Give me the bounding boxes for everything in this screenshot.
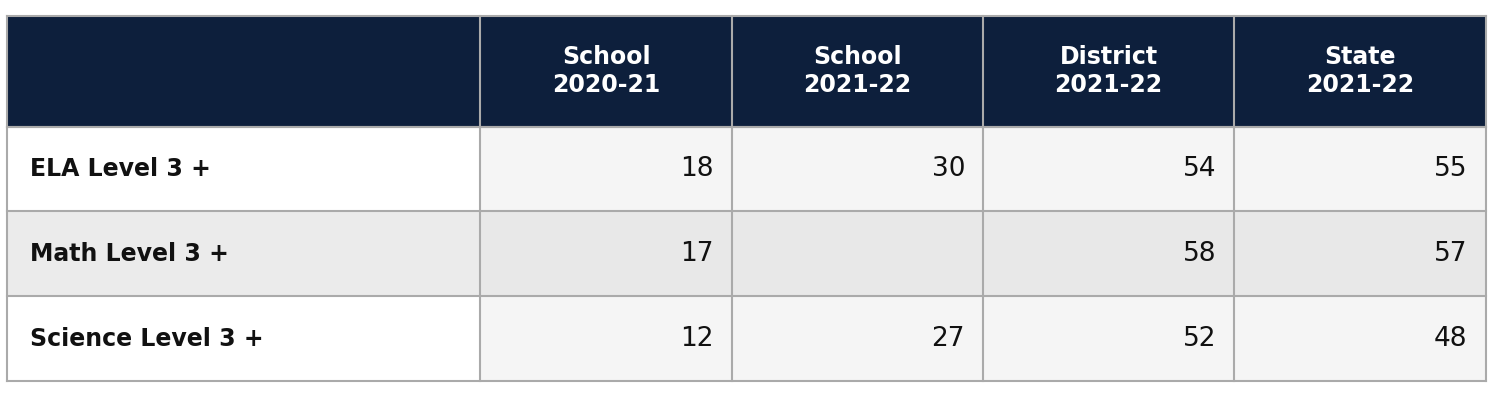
Text: 58: 58 <box>1182 241 1217 267</box>
Bar <box>982 212 1235 296</box>
Text: 57: 57 <box>1435 241 1468 267</box>
Bar <box>7 212 481 296</box>
Bar <box>982 16 1235 127</box>
Bar <box>732 296 982 381</box>
Bar <box>732 16 982 127</box>
Bar <box>982 296 1235 381</box>
Bar <box>732 127 982 212</box>
Text: 48: 48 <box>1435 326 1468 352</box>
Text: 55: 55 <box>1435 156 1468 182</box>
Text: 27: 27 <box>932 326 964 352</box>
Text: ELA Level 3 +: ELA Level 3 + <box>30 157 211 181</box>
Text: State: State <box>1324 45 1396 69</box>
Text: 2021-22: 2021-22 <box>1306 73 1414 97</box>
Text: 30: 30 <box>932 156 964 182</box>
Bar <box>1235 127 1486 212</box>
Bar <box>982 127 1235 212</box>
Bar <box>481 296 732 381</box>
Text: School: School <box>814 45 902 69</box>
Bar <box>732 212 982 296</box>
Text: 17: 17 <box>681 241 714 267</box>
Bar <box>7 127 481 212</box>
Text: 2021-22: 2021-22 <box>1054 73 1163 97</box>
Text: 12: 12 <box>681 326 714 352</box>
Bar <box>481 16 732 127</box>
Text: 18: 18 <box>681 156 714 182</box>
Text: 54: 54 <box>1182 156 1217 182</box>
Text: 2020-21: 2020-21 <box>552 73 660 97</box>
Bar <box>1235 212 1486 296</box>
Bar <box>1235 16 1486 127</box>
Text: 2021-22: 2021-22 <box>803 73 911 97</box>
Text: 52: 52 <box>1182 326 1217 352</box>
Text: Science Level 3 +: Science Level 3 + <box>30 327 263 351</box>
Text: Math Level 3 +: Math Level 3 + <box>30 242 228 266</box>
Bar <box>7 16 481 127</box>
Bar <box>481 127 732 212</box>
Bar <box>1235 296 1486 381</box>
Bar <box>481 212 732 296</box>
Bar <box>7 296 481 381</box>
Text: School: School <box>561 45 651 69</box>
Text: District: District <box>1060 45 1157 69</box>
